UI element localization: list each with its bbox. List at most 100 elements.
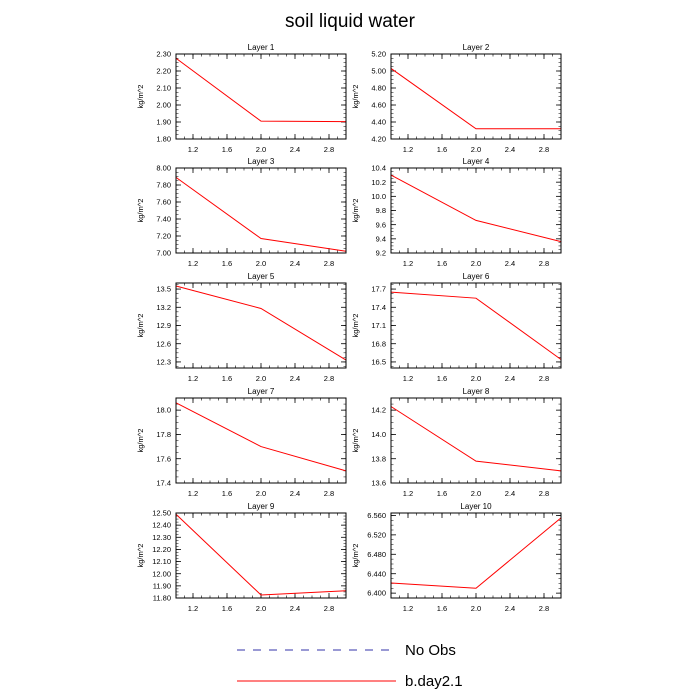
y-tick-label: 6.440: [367, 569, 386, 578]
panel-layer-10: Layer 10 kg/m^2 1.2 1.6 2.0 2.4 2.8 6.400 6.440 6…: [351, 502, 562, 613]
y-tick-label: 7.60: [156, 198, 171, 207]
plot-frame-layer-3: [175, 167, 347, 254]
y-tick-label: 13.5: [156, 285, 171, 294]
x-tick-label: 1.2: [403, 374, 413, 383]
y-tick-label: 13.8: [371, 454, 386, 463]
y-axis-label-layer-3: kg/m^2: [136, 199, 145, 223]
x-tick-label: 2.0: [471, 489, 481, 498]
y-tick-label: 12.10: [152, 557, 171, 566]
panel-title-layer-3: Layer 3: [248, 157, 275, 166]
series-line-layer-10: [390, 517, 562, 589]
panel-title-layer-8: Layer 8: [463, 387, 490, 396]
panel-layer-6: Layer 6 kg/m^2 1.2 1.6 2.0 2.4 2.8 16.5 16.8 17.1…: [351, 272, 562, 383]
panel-title-layer-9: Layer 9: [248, 502, 275, 511]
x-tick-label: 2.0: [256, 604, 266, 613]
y-tick-label: 17.7: [371, 285, 386, 294]
panel-title-layer-10: Layer 10: [460, 502, 492, 511]
y-tick-label: 10.0: [371, 192, 386, 201]
series-line-layer-2: [390, 68, 561, 130]
x-tick-label: 2.4: [290, 489, 300, 498]
panel-layer-5: Layer 5 kg/m^2 1.2 1.6 2.0 2.4 2.8 12.3 12.6 12.9…: [136, 272, 347, 383]
y-tick-label: 7.40: [156, 215, 171, 224]
y-tick-label: 11.90: [153, 581, 171, 590]
x-tick-label: 2.0: [471, 604, 481, 613]
panels-container: Layer 1 kg/m^2 1.2 1.6 2.0 2.4 2.8 1.80 1.90 2.00…: [136, 43, 562, 613]
x-tick-label: 2.4: [290, 604, 300, 613]
x-tick-label: 2.8: [324, 374, 334, 383]
legend-label-no-obs: No Obs: [405, 642, 456, 659]
panel-title-layer-1: Layer 1: [248, 43, 275, 52]
x-tick-label: 1.2: [188, 374, 198, 383]
series-line-layer-7: [175, 402, 347, 472]
panel-title-layer-6: Layer 6: [463, 272, 490, 281]
series-line-layer-3: [175, 176, 347, 252]
x-tick-label: 2.0: [256, 259, 266, 268]
y-tick-label: 12.50: [152, 509, 171, 518]
y-tick-label: 11.80: [153, 594, 171, 603]
x-tick-label: 2.4: [290, 374, 300, 383]
x-tick-label: 1.6: [222, 604, 232, 613]
x-tick-label: 2.8: [324, 489, 334, 498]
plot-frame-layer-6: [390, 282, 562, 369]
y-tick-label: 9.2: [376, 249, 386, 258]
y-tick-label: 1.90: [156, 118, 171, 127]
x-tick-label: 1.2: [403, 604, 413, 613]
y-tick-label: 6.480: [367, 550, 386, 559]
y-tick-label: 4.20: [371, 135, 386, 144]
figure-title: soil liquid water: [285, 11, 416, 32]
y-tick-label: 12.20: [152, 545, 171, 554]
y-axis-label-layer-10: kg/m^2: [351, 544, 360, 568]
y-tick-label: 9.4: [376, 234, 386, 243]
y-tick-label: 12.00: [152, 569, 171, 578]
y-tick-label: 9.6: [376, 220, 386, 229]
x-tick-label: 2.0: [256, 374, 266, 383]
y-tick-label: 16.8: [371, 339, 386, 348]
y-tick-label: 10.4: [371, 164, 386, 173]
x-tick-label: 1.6: [437, 259, 447, 268]
x-tick-label: 1.2: [188, 604, 198, 613]
x-tick-label: 2.4: [505, 604, 515, 613]
y-tick-label: 18.0: [156, 406, 171, 415]
x-tick-label: 1.6: [222, 489, 232, 498]
y-tick-label: 7.80: [156, 181, 171, 190]
x-tick-label: 2.0: [471, 145, 481, 154]
y-axis-label-layer-4: kg/m^2: [351, 199, 360, 223]
y-tick-label: 17.6: [156, 454, 171, 463]
panel-title-layer-2: Layer 2: [463, 43, 490, 52]
series-line-layer-1: [175, 57, 347, 123]
y-tick-label: 13.6: [371, 479, 386, 488]
y-tick-label: 8.00: [156, 164, 171, 173]
y-axis-label-layer-8: kg/m^2: [351, 429, 360, 453]
x-tick-label: 1.2: [188, 489, 198, 498]
panel-layer-2: Layer 2 kg/m^2 1.2 1.6 2.0 2.4 2.8 4.20 4.40 4.60…: [351, 43, 562, 154]
panel-layer-1: Layer 1 kg/m^2 1.2 1.6 2.0 2.4 2.8 1.80 1.90 2.00…: [136, 43, 347, 154]
y-axis-label-layer-5: kg/m^2: [136, 314, 145, 338]
x-tick-label: 1.2: [188, 259, 198, 268]
y-tick-label: 12.30: [152, 533, 171, 542]
x-tick-label: 2.8: [539, 489, 549, 498]
x-tick-label: 2.4: [505, 259, 515, 268]
x-tick-label: 1.6: [222, 145, 232, 154]
y-tick-label: 17.4: [371, 303, 386, 312]
x-tick-label: 1.2: [403, 145, 413, 154]
panel-layer-7: Layer 7 kg/m^2 1.2 1.6 2.0 2.4 2.8 17.4 17.6 17.8…: [136, 387, 347, 498]
y-tick-label: 17.4: [156, 479, 171, 488]
x-tick-label: 1.2: [188, 145, 198, 154]
x-tick-label: 2.8: [539, 604, 549, 613]
x-tick-label: 2.0: [256, 145, 266, 154]
x-tick-label: 2.8: [324, 604, 334, 613]
y-tick-label: 14.2: [371, 406, 386, 415]
y-axis-label-layer-7: kg/m^2: [136, 429, 145, 453]
y-tick-label: 2.10: [156, 84, 171, 93]
y-axis-label-layer-1: kg/m^2: [136, 85, 145, 109]
y-tick-label: 7.20: [156, 232, 171, 241]
series-line-layer-4: [390, 174, 562, 243]
y-tick-label: 12.6: [156, 339, 171, 348]
plot-frame-layer-4: [390, 167, 562, 254]
y-tick-label: 9.8: [376, 206, 386, 215]
y-tick-label: 5.20: [371, 50, 386, 59]
x-tick-label: 1.6: [222, 259, 232, 268]
plot-frame-layer-8: [390, 397, 562, 484]
x-tick-label: 2.0: [471, 259, 481, 268]
